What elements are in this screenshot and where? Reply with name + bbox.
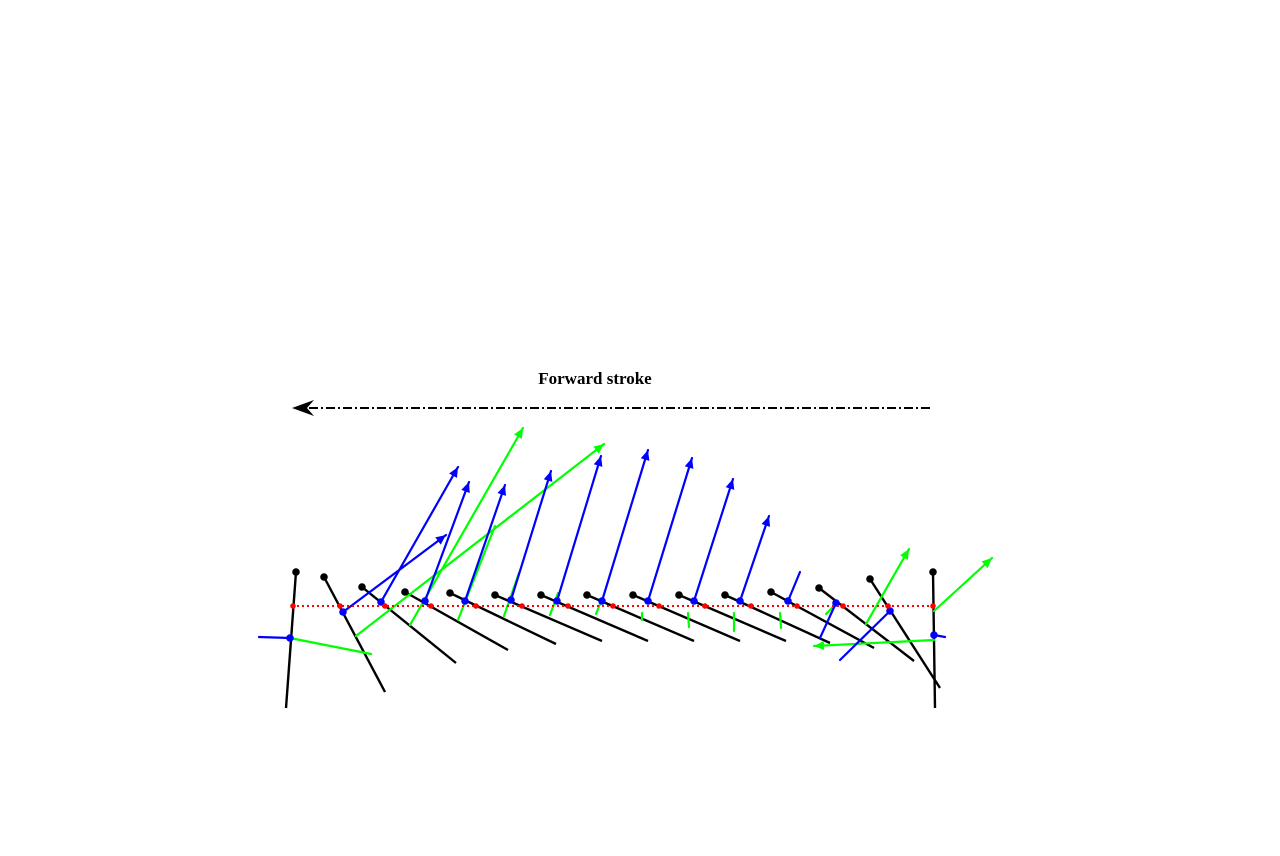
green-vector — [864, 547, 911, 626]
paddle-grip — [358, 583, 366, 591]
blue-vector — [463, 483, 507, 603]
blade-center — [736, 597, 744, 605]
water-entry-point — [428, 603, 434, 609]
blue-vector — [379, 465, 460, 604]
paddle-grip — [675, 591, 683, 599]
direction-arrow — [292, 400, 930, 416]
blade-center — [377, 598, 385, 606]
blade-center — [507, 596, 515, 604]
paddle-grip — [292, 568, 300, 576]
water-entry-point — [885, 603, 891, 609]
green-force-vectors — [288, 426, 994, 656]
paddle-grip — [583, 591, 591, 599]
water-entry-point — [930, 603, 936, 609]
water-entry-point — [290, 603, 296, 609]
diagram-title: Forward stroke — [538, 369, 652, 388]
water-entry-point — [382, 603, 388, 609]
arrow-head-icon — [461, 482, 470, 493]
paddle-shaft — [868, 578, 942, 689]
green-vector — [778, 611, 783, 630]
arrow-head-icon — [684, 458, 694, 469]
arrow-head-icon — [497, 485, 506, 496]
paddle-grip — [815, 584, 823, 592]
paddle-shaft — [404, 590, 509, 652]
paddle-grip — [537, 591, 545, 599]
water-entry-point — [565, 603, 571, 609]
blue-vector — [692, 477, 735, 603]
green-vector — [594, 602, 602, 616]
green-vector — [932, 556, 994, 613]
green-vector — [686, 611, 691, 629]
water-entry-point — [840, 603, 846, 609]
blue-vector — [738, 514, 771, 603]
paddle-grip — [866, 575, 874, 583]
blade-center — [832, 599, 840, 607]
green-vector — [288, 636, 373, 656]
blue-vector — [818, 601, 838, 640]
blue-vector — [646, 456, 694, 603]
arrow-head-icon — [725, 479, 735, 490]
paddle-grip — [401, 588, 409, 596]
blade-center — [598, 597, 606, 605]
blue-vector — [786, 570, 802, 603]
blue-vector — [555, 454, 603, 603]
green-vector — [812, 638, 936, 648]
arrow-head-icon — [435, 535, 446, 545]
arrow-head-icon — [981, 558, 992, 569]
arrow-head-icon — [761, 516, 771, 527]
paddle-grip — [721, 591, 729, 599]
water-entry-point — [656, 603, 662, 609]
paddle-positions — [284, 568, 942, 709]
water-entry-point — [702, 603, 708, 609]
blade-center — [690, 597, 698, 605]
blade-center — [784, 597, 792, 605]
paddle-grip — [629, 591, 637, 599]
paddle-grip — [929, 568, 937, 576]
arrow-head-icon — [593, 444, 604, 454]
blade-center — [644, 597, 652, 605]
paddle-grip — [320, 573, 328, 581]
water-entry-point — [610, 603, 616, 609]
blue-vector — [423, 480, 471, 603]
green-vector — [548, 591, 560, 617]
blade-center — [553, 597, 561, 605]
water-entry-point — [748, 603, 754, 609]
blade-center — [421, 597, 429, 605]
arrow-head-icon — [593, 456, 603, 467]
blue-vector — [509, 469, 553, 602]
blade-center — [339, 608, 347, 616]
water-entry-point — [519, 603, 525, 609]
water-entry-point — [794, 603, 800, 609]
arrow-head-icon — [514, 428, 523, 439]
blue-velocity-vectors — [257, 448, 947, 662]
paddle-shaft — [322, 576, 387, 693]
blade-center — [930, 631, 938, 639]
blade-center — [461, 597, 469, 605]
arrow-head-icon — [814, 641, 825, 650]
arrow-head-icon — [900, 549, 909, 560]
water-entry-point — [473, 603, 479, 609]
arrow-head-icon — [640, 450, 650, 461]
paddle-grip — [767, 588, 775, 596]
blade-center — [886, 607, 894, 615]
paddle-grip — [491, 591, 499, 599]
arrow-head-icon — [449, 467, 458, 478]
blade-center — [286, 634, 294, 642]
water-entry-point — [337, 603, 343, 609]
blue-vector — [600, 448, 650, 603]
blue-vector — [257, 635, 292, 640]
arrow-left-icon — [292, 400, 314, 416]
green-vector — [354, 442, 606, 638]
paddle-grip — [446, 589, 454, 597]
water-line — [290, 603, 936, 609]
blue-vector — [341, 533, 448, 614]
arrow-head-icon — [543, 471, 553, 482]
blue-vector — [838, 609, 892, 662]
